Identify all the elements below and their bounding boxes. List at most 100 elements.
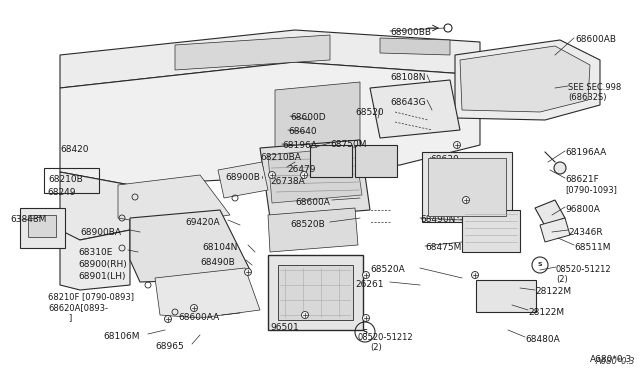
Polygon shape [380,38,450,55]
Text: 68490N: 68490N [420,215,456,224]
Text: 68108N: 68108N [390,73,426,82]
Circle shape [269,171,275,179]
Text: 96800A: 96800A [565,205,600,214]
Text: 68900BB: 68900BB [390,28,431,37]
Text: 63848M: 63848M [10,215,46,224]
Text: 26261: 26261 [355,280,383,289]
Bar [428,158,506,216]
Text: 68600AB: 68600AB [575,35,616,44]
Text: 96501A: 96501A [278,272,313,281]
Text: A680*0.3: A680*0.3 [590,355,632,364]
Text: 08520-51212: 08520-51212 [556,265,612,274]
Circle shape [472,272,479,279]
Bar [355,145,397,177]
Text: 68900BA: 68900BA [80,228,121,237]
Text: 68620G: 68620G [430,168,466,177]
Polygon shape [155,268,260,318]
Circle shape [454,141,461,148]
Text: 68196A: 68196A [282,141,317,150]
Text: SEE SEC.998: SEE SEC.998 [568,83,621,92]
Bar [28,215,56,237]
Polygon shape [130,210,250,282]
Text: 68520A: 68520A [370,265,404,274]
Polygon shape [20,208,65,248]
Circle shape [463,196,470,203]
Bar [310,145,352,177]
Text: 68310E: 68310E [78,248,113,257]
Text: 68104N: 68104N [202,243,237,252]
Text: 68600A: 68600A [295,198,330,207]
Text: (2): (2) [370,343,381,352]
Circle shape [244,269,252,276]
Polygon shape [60,230,130,290]
Text: (2): (2) [556,275,568,284]
Text: 68210F [0790-0893]: 68210F [0790-0893] [48,292,134,301]
Text: 28122M: 28122M [535,287,571,296]
Polygon shape [535,200,565,226]
Text: 68420: 68420 [60,145,88,154]
Bar [462,210,520,252]
Text: 26738A: 26738A [270,177,305,186]
Text: 96501: 96501 [270,323,299,332]
Circle shape [301,311,308,318]
Bar [422,152,512,222]
Text: (68632S): (68632S) [568,93,607,102]
Text: 68965: 68965 [155,342,184,351]
Text: 68620: 68620 [437,198,466,207]
Bar [268,255,363,330]
Text: 68196AA: 68196AA [565,148,606,157]
Polygon shape [175,35,330,70]
Text: 68640: 68640 [288,127,317,136]
Text: A680*0.3: A680*0.3 [595,357,634,366]
Text: 68900B: 68900B [225,173,260,182]
Circle shape [554,162,566,174]
Text: 68900(RH): 68900(RH) [78,260,127,269]
Text: S: S [362,329,367,335]
Polygon shape [460,46,590,112]
Text: 28122M: 28122M [528,308,564,317]
Bar [278,265,353,320]
Polygon shape [370,80,460,138]
Polygon shape [275,82,360,148]
Text: 68630: 68630 [430,155,459,164]
Text: 68210B: 68210B [48,175,83,184]
Text: 08520-51212: 08520-51212 [358,333,413,342]
Circle shape [164,315,172,323]
Text: 24346R: 24346R [568,228,603,237]
Polygon shape [118,175,230,225]
Text: 68511M: 68511M [574,243,611,252]
Text: 69420A: 69420A [185,218,220,227]
Text: 68520: 68520 [355,108,383,117]
Text: 68520B: 68520B [290,220,324,229]
Polygon shape [268,208,358,252]
Text: S: S [538,263,542,267]
Text: 68901(LH): 68901(LH) [78,272,125,281]
Polygon shape [455,40,600,120]
Circle shape [191,305,198,311]
Text: 26479: 26479 [287,165,316,174]
Circle shape [301,171,307,179]
Text: 68600AA: 68600AA [178,313,220,322]
Polygon shape [60,172,130,240]
Text: 68750M: 68750M [330,140,367,149]
Polygon shape [60,62,480,185]
Text: 68480A: 68480A [525,335,560,344]
Polygon shape [268,147,362,203]
Text: [0790-1093]: [0790-1093] [565,185,617,194]
Text: 68600D: 68600D [290,113,326,122]
Polygon shape [218,162,268,198]
Bar [44,168,99,193]
Bar [476,280,536,312]
Text: 68106M: 68106M [103,332,140,341]
Text: 68621F: 68621F [565,175,599,184]
Text: ]: ] [48,313,72,322]
Text: 68475M: 68475M [425,243,461,252]
Circle shape [362,272,369,279]
Text: 68643G: 68643G [390,98,426,107]
Polygon shape [260,140,370,218]
Text: 68620A[0893-: 68620A[0893- [48,303,108,312]
Polygon shape [60,30,480,88]
Text: 68249: 68249 [47,188,76,197]
Text: 68490B: 68490B [200,258,235,267]
Circle shape [362,314,369,321]
